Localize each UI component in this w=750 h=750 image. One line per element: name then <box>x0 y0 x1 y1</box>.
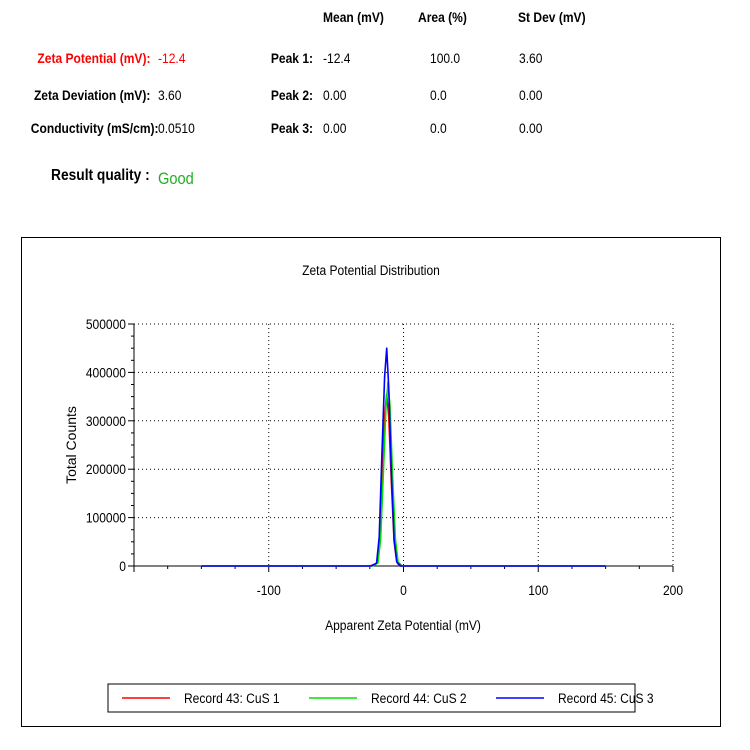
peak-2-stdev: 0.00 <box>519 87 543 103</box>
legend-label-3: Record 45: CuS 3 <box>558 690 654 706</box>
header-mean: Mean (mV) <box>323 9 384 25</box>
zeta-potential-label: Zeta Potential (mV): <box>36 50 150 66</box>
x-tick-label: 100 <box>528 582 548 598</box>
peak-3-area: 0.0 <box>430 120 447 136</box>
legend-box <box>107 683 636 713</box>
y-tick-label: 400000 <box>86 365 126 381</box>
x-tick-label: 0 <box>400 582 407 598</box>
peak-2-area: 0.0 <box>430 87 447 103</box>
peak-3-mean: 0.00 <box>323 120 347 136</box>
peak-1-area: 100.0 <box>430 50 461 66</box>
x-tick-label: -100 <box>257 582 281 598</box>
y-axis-label: Total Counts <box>63 406 79 484</box>
zeta-potential-chart: Zeta Potential Distribution -100 0 100 2000… <box>63 262 683 713</box>
zeta-potential-value: -12.4 <box>158 50 186 66</box>
legend-label-1: Record 43: CuS 1 <box>184 690 280 706</box>
header-stdev: St Dev (mV) <box>518 9 586 25</box>
peak-3-stdev: 0.00 <box>519 120 543 136</box>
peak-1-mean: -12.4 <box>323 50 351 66</box>
peak-3-label: Peak 3: <box>270 120 313 136</box>
legend: Record 43: CuS 1 Record 44: CuS 2 Record 4… <box>122 690 654 706</box>
axes <box>128 323 674 572</box>
result-quality-value: Good <box>158 169 194 188</box>
series <box>201 347 606 567</box>
result-quality-label: Result quality : <box>51 167 150 184</box>
conductivity-value: 0.0510 <box>158 120 195 136</box>
y-tick-label: 500000 <box>86 316 126 332</box>
peak-1-stdev: 3.60 <box>519 50 543 66</box>
grid <box>134 323 674 566</box>
peak-2-mean: 0.00 <box>323 87 347 103</box>
peak-2-label: Peak 2: <box>270 87 313 103</box>
header-area: Area (%) <box>418 9 467 25</box>
x-tick-label: 200 <box>663 582 683 598</box>
y-tick-label: 100000 <box>86 510 126 526</box>
series-line-2 <box>201 381 606 567</box>
zeta-deviation-label: Zeta Deviation (mV): <box>33 87 150 103</box>
series-line-3 <box>201 347 606 567</box>
zeta-deviation-value: 3.60 <box>158 87 182 103</box>
conductivity-label: Conductivity (mS/cm): <box>30 120 159 136</box>
peak-1-label: Peak 1: <box>270 50 313 66</box>
x-axis-label: Apparent Zeta Potential (mV) <box>325 617 481 633</box>
chart-frame: Zeta Potential Distribution -100 0 100 200 0… <box>21 237 721 727</box>
y-tick-label: 300000 <box>86 413 126 429</box>
y-tick-label: 200000 <box>86 461 126 477</box>
legend-label-2: Record 44: CuS 2 <box>371 690 467 706</box>
chart-title: Zeta Potential Distribution <box>302 262 440 278</box>
y-tick-label: 0 <box>119 558 126 574</box>
tick-labels: -100 0 100 200 0 100000 200000 300000 400000 5000… <box>86 316 683 598</box>
